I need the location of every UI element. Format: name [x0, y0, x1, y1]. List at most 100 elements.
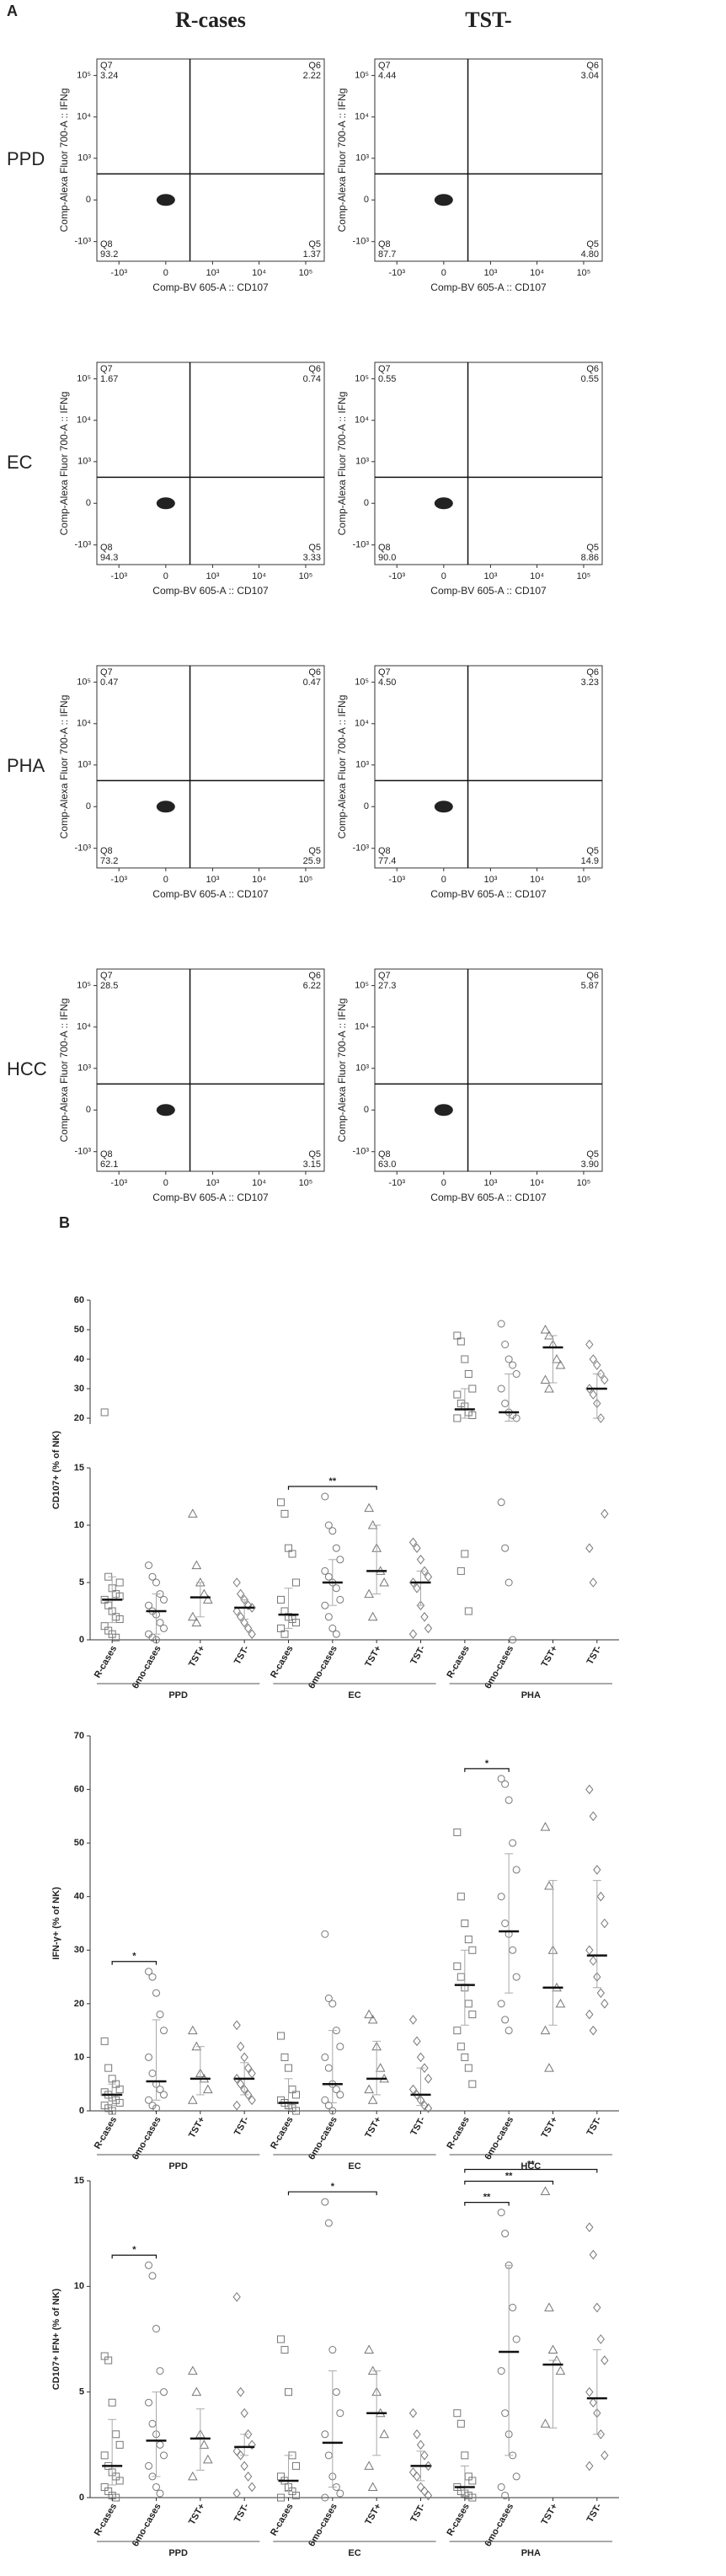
- sig-bracket: [464, 2180, 554, 2185]
- y-tick-label: 10³: [77, 457, 91, 467]
- data-point: [248, 2482, 256, 2493]
- data-point: [367, 2482, 378, 2491]
- data-point: [596, 1413, 605, 1423]
- group-label: TST-: [585, 1644, 604, 1667]
- data-point: [424, 2490, 433, 2501]
- x-tick-label: 10⁴: [530, 1178, 544, 1188]
- data-point: [364, 1502, 375, 1513]
- quadrant-value: 77.4: [378, 856, 396, 866]
- data-point: [321, 2096, 329, 2104]
- data-point: [424, 1623, 433, 1634]
- quadrant-name: Q5: [586, 846, 599, 856]
- data-point: [497, 1893, 505, 1901]
- group-label: TST+: [363, 2115, 383, 2140]
- data-point: [504, 1796, 513, 1804]
- data-point: [156, 2011, 164, 2019]
- data-point: [244, 2090, 253, 2100]
- x-tick-label: 10⁵: [299, 571, 313, 581]
- x-axis-label: Comp-BV 605-A :: CD107: [430, 888, 547, 900]
- data-point: [585, 2386, 594, 2397]
- data-point: [413, 2090, 421, 2100]
- group-label: TST-: [408, 2115, 427, 2138]
- data-point: [456, 1893, 465, 1901]
- data-point: [420, 1566, 429, 1577]
- x-tick-label: 10⁵: [577, 875, 591, 885]
- data-point: [585, 1784, 594, 1795]
- y-tick-label: 50: [74, 1838, 84, 1848]
- data-point: [504, 1355, 513, 1363]
- y-tick-label: 10⁵: [77, 70, 91, 80]
- group-label: TST+: [363, 2502, 383, 2527]
- data-point: [512, 1414, 520, 1422]
- data-point: [540, 1324, 551, 1334]
- quadrant-name: Q6: [586, 61, 599, 71]
- data-point: [248, 1629, 256, 1640]
- data-point: [420, 2100, 429, 2111]
- group-label: R-cases: [445, 2115, 471, 2151]
- data-point: [589, 2397, 597, 2408]
- data-point: [336, 2489, 344, 2498]
- data-point: [115, 2086, 124, 2094]
- y-tick-label: 20: [74, 1413, 84, 1423]
- data-point: [187, 2025, 198, 2035]
- plot-frame: [96, 58, 325, 262]
- data-point: [328, 1624, 337, 1632]
- data-point: [237, 1588, 245, 1599]
- data-point: [497, 2000, 505, 2008]
- data-point: [324, 2064, 333, 2072]
- data-point: [156, 2440, 164, 2449]
- quadrant-name: Q8: [378, 846, 391, 856]
- data-point: [424, 2461, 433, 2472]
- quadrant-value: 3.23: [581, 677, 599, 688]
- data-point: [232, 1606, 241, 1616]
- data-point: [104, 2356, 113, 2364]
- data-point: [601, 1918, 609, 1929]
- data-point: [497, 1498, 505, 1507]
- y-tick-label: 0: [86, 1105, 91, 1115]
- x-tick-label: 0: [163, 268, 168, 278]
- y-tick-label: -10³: [352, 540, 369, 550]
- data-point: [237, 2386, 245, 2397]
- y-tick-label: 70: [74, 1731, 84, 1741]
- data-point: [456, 1973, 465, 1981]
- data-point: [100, 1408, 109, 1417]
- data-point: [148, 2102, 157, 2110]
- data-point: [501, 2016, 510, 2024]
- y-tick-label: 10⁵: [77, 373, 91, 383]
- y-tick-label: -10³: [352, 1147, 369, 1157]
- data-point: [461, 1355, 469, 1363]
- data-point: [187, 2365, 198, 2375]
- quadrant-value: 0.55: [581, 374, 599, 384]
- data-point: [160, 2388, 168, 2397]
- data-point: [277, 1498, 285, 1507]
- sig-bracket: [111, 1961, 157, 1965]
- quadrant-name: Q8: [378, 543, 391, 553]
- x-tick-label: 10⁵: [299, 268, 313, 278]
- data-point: [277, 2493, 285, 2502]
- plot-frame: [374, 968, 603, 1172]
- y-tick-label: 10³: [355, 457, 369, 467]
- sig-bracket: [464, 1768, 510, 1772]
- y-tick-label: 0: [364, 498, 369, 508]
- y-tick-label: 15: [74, 2176, 84, 2186]
- data-point: [501, 1341, 510, 1348]
- data-point: [416, 2482, 425, 2493]
- data-point: [240, 2461, 248, 2472]
- plot-frame: [96, 665, 325, 869]
- y-tick-label: 10³: [77, 760, 91, 770]
- data-point: [202, 2084, 213, 2094]
- group-label: R-cases: [93, 2502, 119, 2538]
- data-point: [324, 2102, 333, 2110]
- y-tick-label: 0: [79, 2106, 84, 2116]
- data-point: [152, 2324, 160, 2332]
- x-tick-label: 0: [441, 571, 446, 581]
- data-point: [324, 1995, 333, 2002]
- y-axis-label: Comp-Alexa Fluor 700-A :: IFNg: [336, 695, 348, 839]
- sig-bracket: [287, 1486, 377, 1490]
- y-tick-label: -10³: [352, 237, 369, 247]
- quadrant-value: 63.0: [378, 1159, 396, 1170]
- quadrant-name: Q7: [378, 364, 391, 374]
- data-point: [413, 2036, 421, 2047]
- data-point: [589, 1577, 597, 1588]
- data-point: [416, 1554, 425, 1565]
